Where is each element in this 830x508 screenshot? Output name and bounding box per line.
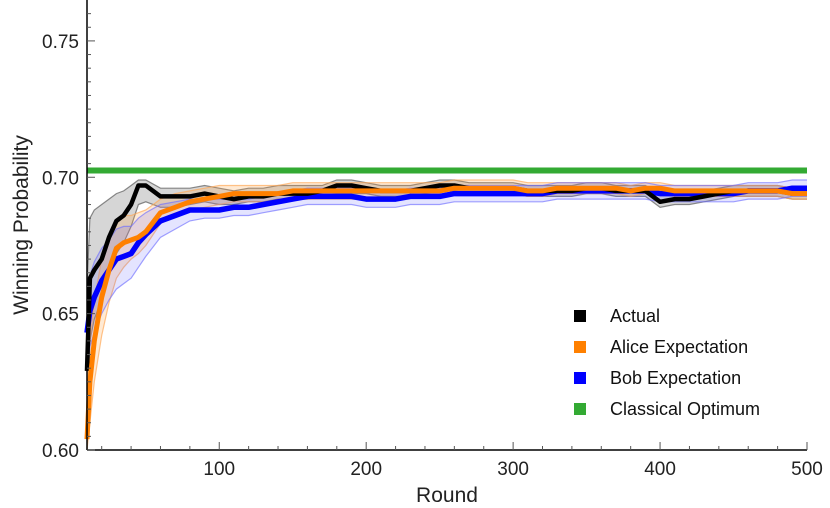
- alice-expectation-legend-swatch: [574, 341, 586, 353]
- y-tick-label: 0.60: [42, 441, 79, 462]
- actual-legend-swatch: [574, 310, 586, 322]
- x-tick-label: 500: [791, 459, 823, 480]
- alice-expectation-legend-label: Alice Expectation: [610, 337, 748, 357]
- series-lines: [84, 167, 807, 440]
- bob-expectation-line: [84, 185, 807, 334]
- actual-legend-label: Actual: [610, 306, 660, 326]
- bob-expectation-legend-label: Bob Expectation: [610, 368, 741, 388]
- classical-optimum-legend-swatch: [574, 403, 586, 415]
- y-axis-title: Winning Probability: [10, 135, 33, 315]
- bob-expectation-band-lower: [86, 195, 807, 369]
- alice-expectation-band: [87, 180, 807, 450]
- y-tick-label: 0.70: [42, 168, 79, 189]
- confidence-bands: [86, 179, 807, 451]
- y-tick-label: 0.75: [42, 32, 79, 53]
- legend: Actual Alice Expectation Bob Expectation Cl…: [574, 306, 760, 419]
- alice-expectation-line: [84, 185, 807, 440]
- x-tick-label: 200: [350, 459, 382, 480]
- bob-expectation-band-upper: [86, 179, 807, 298]
- classical-optimum-legend-label: Classical Optimum: [610, 399, 760, 419]
- x-tick-label: 100: [203, 459, 235, 480]
- x-tick-label: 300: [497, 459, 529, 480]
- bob-expectation-legend-swatch: [574, 372, 586, 384]
- x-axis-title: Round: [416, 484, 478, 507]
- bob-expectation-band: [87, 180, 807, 369]
- y-tick-label: 0.65: [42, 305, 79, 326]
- x-tick-label: 400: [644, 459, 676, 480]
- axes: 100 200 300 400 500 0.60 0.65 0.70 0.75: [42, 0, 823, 480]
